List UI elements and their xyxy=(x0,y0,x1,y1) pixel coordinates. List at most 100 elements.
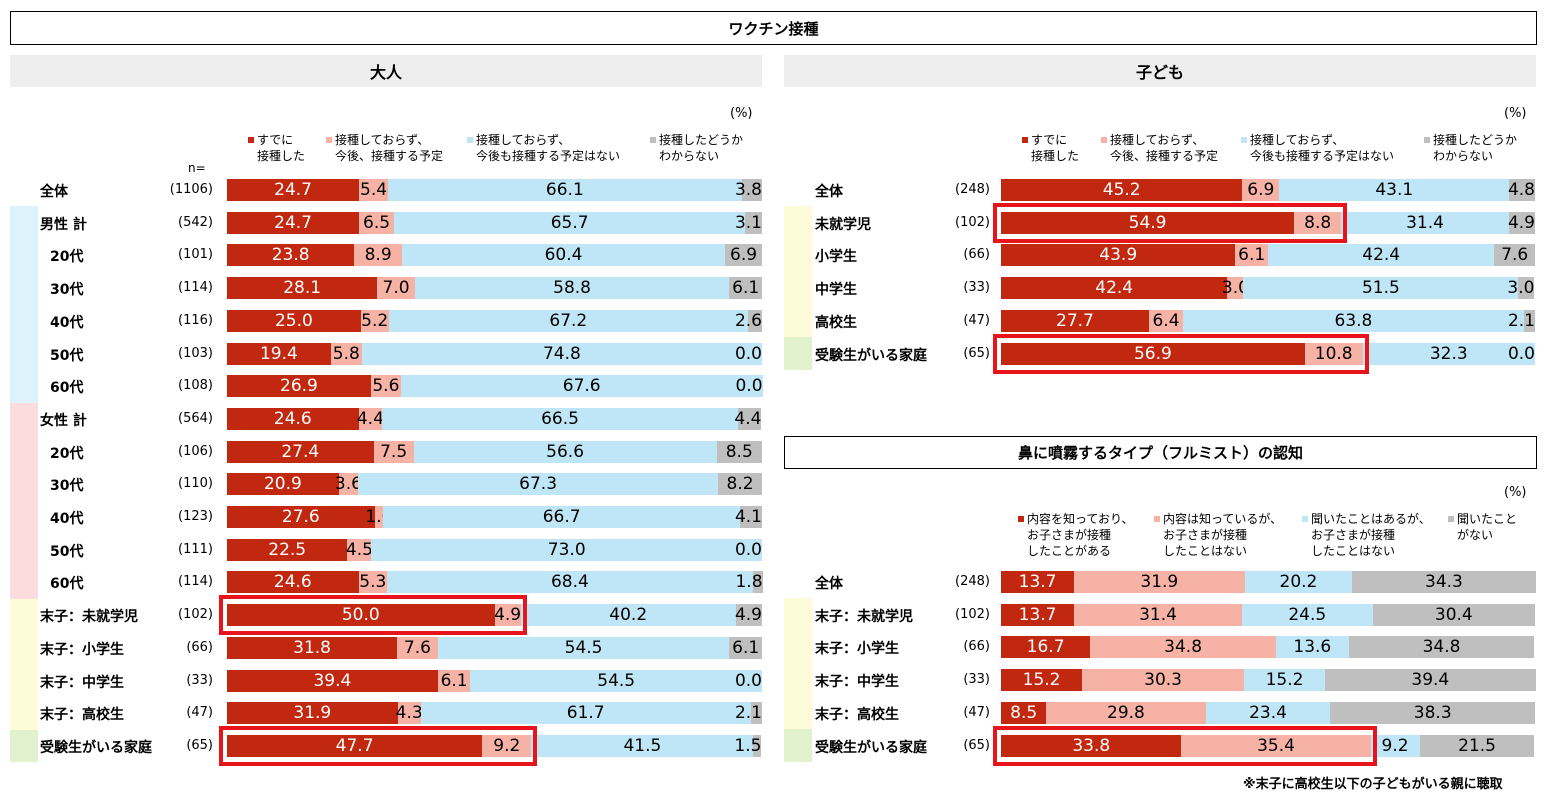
data-label: 54.5 xyxy=(564,637,603,658)
data-label: 66.1 xyxy=(545,180,584,200)
bar-segment: 65.7 xyxy=(393,211,746,234)
legend-label: 接種したどうか わからない xyxy=(659,133,744,163)
data-label: 27.4 xyxy=(281,441,320,462)
row-n: (1106) xyxy=(169,182,213,197)
bar-segment: 56.9 xyxy=(1001,342,1305,365)
legend-label: 接種したどうか わからない xyxy=(1433,133,1518,163)
row-n: (102) xyxy=(178,607,213,623)
legend-label: 内容を知っており、 お子さまが接種 したことがある xyxy=(1027,512,1134,558)
data-label: 58.8 xyxy=(553,278,591,299)
data-label: 4.5 xyxy=(345,539,373,560)
group-stripe xyxy=(784,206,812,240)
flumist-section-title: 鼻に噴霧するタイプ（フルミスト）の認知 xyxy=(784,436,1537,469)
row-label: 受験生がいる家庭 xyxy=(40,739,152,756)
data-label: 39.4 xyxy=(313,670,352,691)
child-section-title: 子ども xyxy=(784,55,1536,87)
group-stripe xyxy=(784,663,812,697)
data-label: 8.2 xyxy=(726,474,754,495)
bar-segment: 7.6 xyxy=(1494,244,1535,267)
legend-label: 内容は知っているが、 お子さまが接種 したことはない xyxy=(1163,512,1283,558)
bar-segment: 6.1 xyxy=(729,636,762,659)
data-label: 66.7 xyxy=(542,507,581,527)
data-label: 4.8 xyxy=(1507,180,1535,200)
group-stripe xyxy=(10,435,38,468)
data-label: 0.0 xyxy=(1507,343,1535,364)
highlight-box xyxy=(993,202,1348,243)
row-label: 中学生 xyxy=(815,282,857,299)
bar-segment: 63.8 xyxy=(1183,309,1524,332)
highlight-box xyxy=(993,725,1377,766)
row-n: (114) xyxy=(178,280,213,296)
row-n: (123) xyxy=(178,509,213,524)
bar-segment: 51.5 xyxy=(1243,277,1519,300)
group-stripe xyxy=(10,369,38,403)
bar-segment: 41.5 xyxy=(531,734,754,757)
row-label: 男性 計 xyxy=(40,216,87,233)
group-stripe xyxy=(10,304,38,338)
data-label: 4.3 xyxy=(395,703,423,724)
bar-segment: 6.1 xyxy=(437,669,471,692)
bar-segment: 23.8 xyxy=(227,244,355,267)
bar-segment: 5.8 xyxy=(330,342,362,365)
legend-label: 接種しておらず、 今後も接種する予定はない xyxy=(1250,133,1395,163)
group-stripe xyxy=(10,533,38,567)
n-label: n= xyxy=(188,161,206,175)
data-label: 0.0 xyxy=(734,670,762,691)
row-label: 20代 xyxy=(50,249,84,266)
bar-segment: 34.8 xyxy=(1348,636,1535,659)
data-label: 27.7 xyxy=(1056,310,1094,331)
bar-segment: 15.2 xyxy=(1001,669,1083,692)
bar-segment: 6.1 xyxy=(729,277,762,300)
data-label: 67.2 xyxy=(549,310,588,331)
bar-segment: 2.1 xyxy=(1508,309,1535,332)
bar-segment: 66.7 xyxy=(383,506,741,528)
bar-segment: 6.1 xyxy=(1235,244,1268,267)
bar-segment: 1.5 xyxy=(734,734,762,757)
data-label: 5.6 xyxy=(372,376,400,397)
bar-segment: 21.5 xyxy=(1419,734,1535,757)
data-label: 33.8 xyxy=(1072,735,1111,756)
bar-segment: 20.2 xyxy=(1244,571,1353,593)
row-label: 全体 xyxy=(815,184,843,200)
row-label: 末子：高校生 xyxy=(815,706,899,723)
row-label: 30代 xyxy=(50,478,84,495)
data-label: 4.1 xyxy=(734,507,762,527)
row-label: 末子：小学生 xyxy=(815,641,899,658)
row-label: 高校生 xyxy=(815,314,857,331)
data-label: 65.7 xyxy=(550,212,589,233)
group-stripe xyxy=(10,598,38,632)
bar-segment: 54.5 xyxy=(470,669,762,692)
bar-segment: 3.0 xyxy=(1222,277,1249,300)
bar-segment: 2.6 xyxy=(735,309,762,332)
bar-segment: 7.6 xyxy=(397,636,438,659)
group-stripe xyxy=(784,696,812,730)
bar-segment: 5.2 xyxy=(360,309,389,332)
bar-segment: 67.2 xyxy=(388,309,749,332)
bar-segment: 58.8 xyxy=(414,277,730,300)
bar-segment: 13.7 xyxy=(1001,571,1075,593)
data-label: 6.9 xyxy=(730,245,758,266)
data-label: 74.8 xyxy=(542,343,581,364)
bar-segment: 5.4 xyxy=(359,179,389,201)
bar-segment: 2.1 xyxy=(735,702,762,725)
bar-segment: 24.7 xyxy=(227,211,360,234)
bar-segment: 35.4 xyxy=(1181,734,1371,757)
row-n: (248) xyxy=(955,182,990,197)
bar-segment: 38.3 xyxy=(1330,701,1535,724)
data-label: 30.3 xyxy=(1144,670,1182,691)
data-label: 25.0 xyxy=(274,310,313,331)
bar-segment: 34.8 xyxy=(1090,636,1276,659)
bar-segment: 39.4 xyxy=(1325,669,1536,692)
data-label: 2.6 xyxy=(734,310,762,331)
bar-segment: 16.7 xyxy=(1001,636,1091,659)
bar-segment: 4.3 xyxy=(395,702,423,725)
data-label: 5.8 xyxy=(332,343,360,364)
bar-segment: 15.2 xyxy=(1243,669,1326,692)
bar-segment: 66.5 xyxy=(382,407,738,430)
data-label: 2.1 xyxy=(1507,310,1535,331)
data-label: 68.4 xyxy=(550,572,589,593)
bar-segment: 6.9 xyxy=(1242,179,1280,201)
group-stripe xyxy=(10,239,38,272)
bar-segment: 47.7 xyxy=(227,734,483,757)
bar-segment: 25.0 xyxy=(227,309,361,332)
